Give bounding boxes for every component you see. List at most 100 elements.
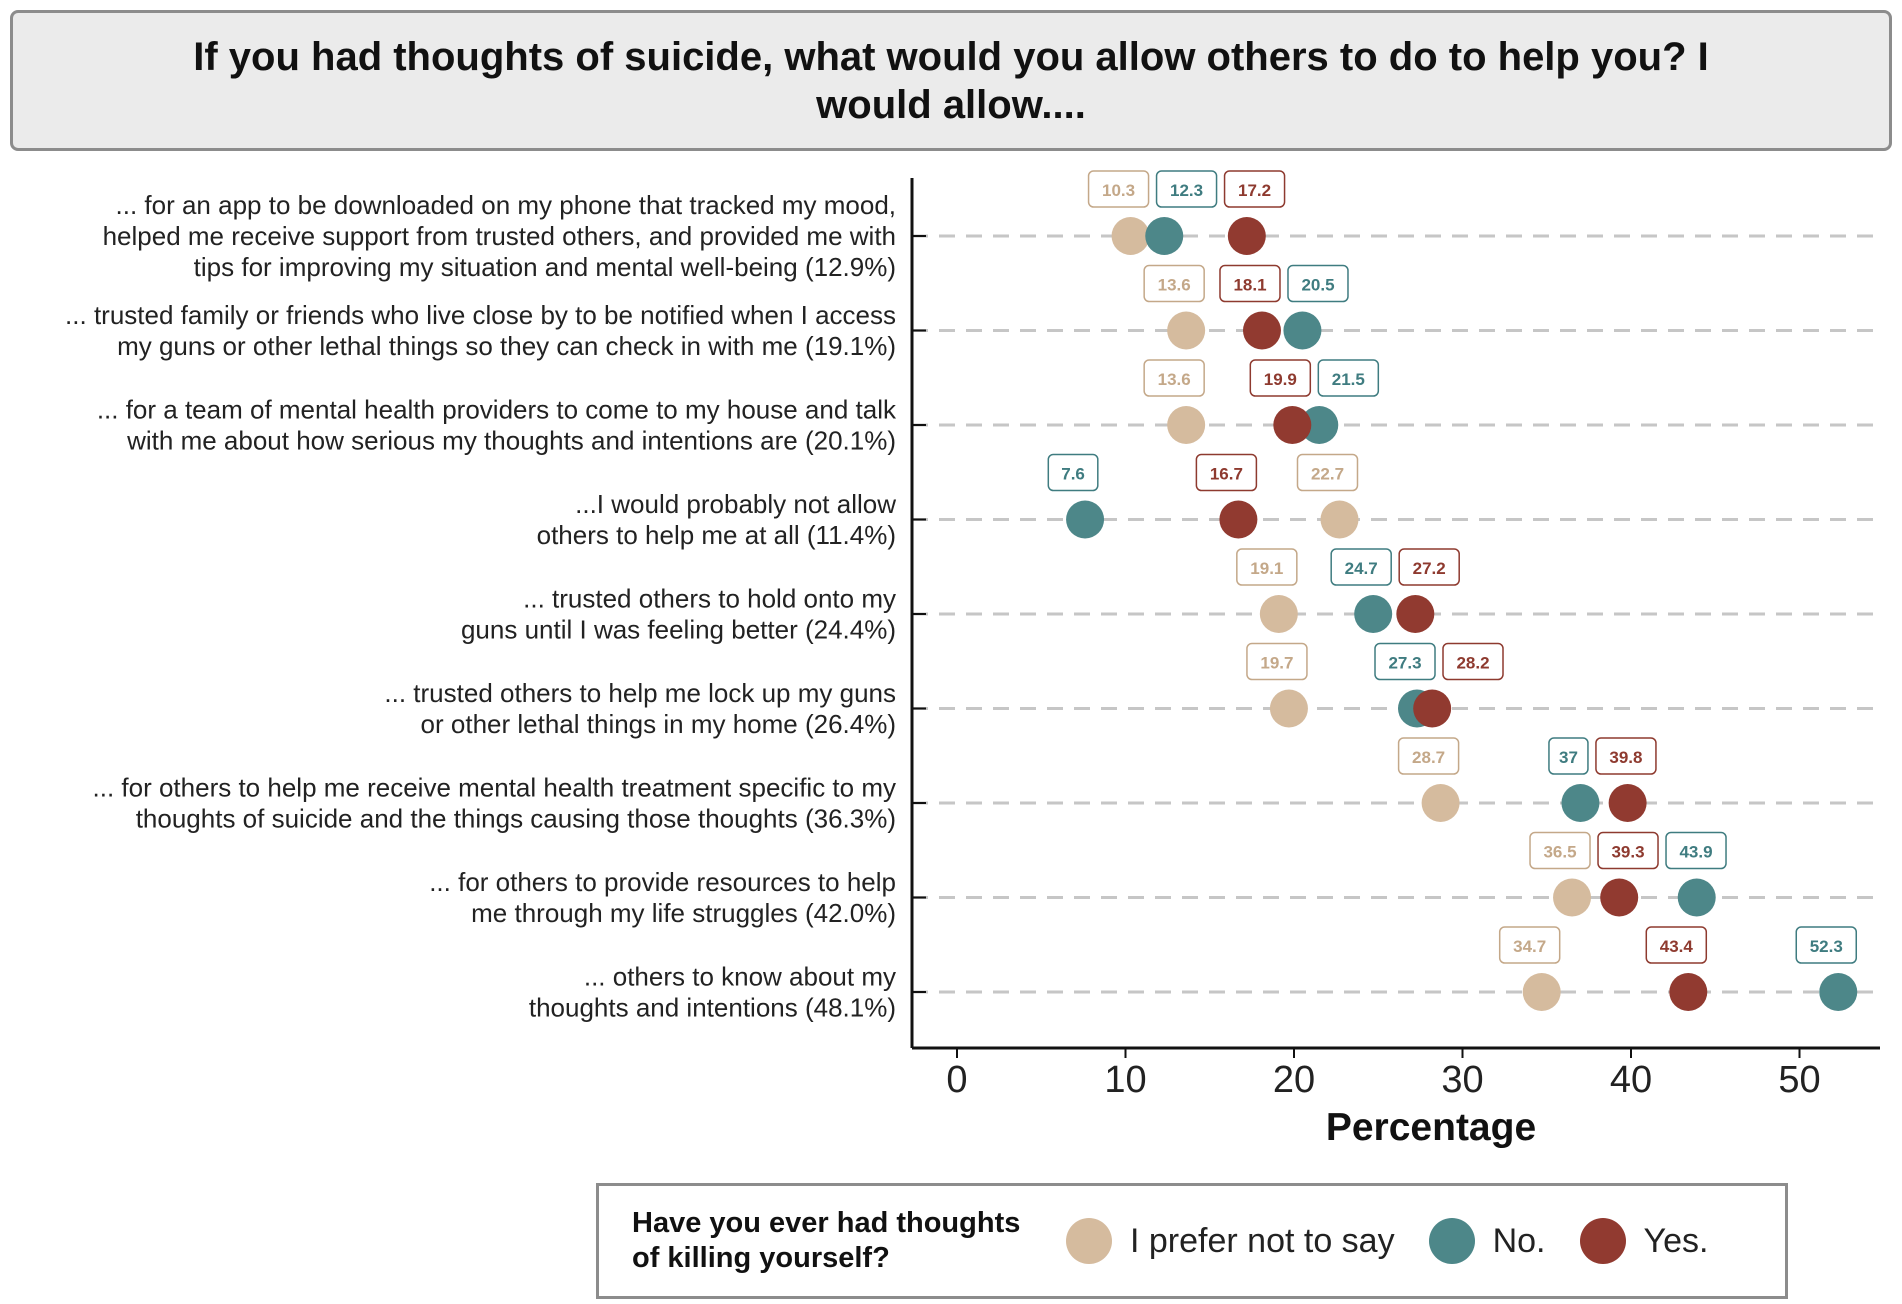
legend-label-no: No. <box>1492 1221 1546 1260</box>
data-label-no-1: 12.3 <box>1170 181 1203 200</box>
data-label-box-yes-1 <box>1223 170 1286 208</box>
data-label-box-yes-6 <box>1442 642 1504 681</box>
data-label-no-3: 21.5 <box>1332 370 1365 389</box>
legend-dot-no <box>1428 1218 1475 1264</box>
legend-title-line-2: of killing yourself? <box>632 1242 890 1274</box>
data-label-i-prefer-not-to-say-1: 10.3 <box>1102 181 1135 200</box>
data-label-i-prefer-not-to-say-6: 19.7 <box>1260 654 1293 673</box>
data-label-box-yes-3 <box>1249 359 1312 397</box>
dot-i-prefer-not-to-say-6 <box>1269 689 1308 728</box>
data-label-box-yes-2 <box>1219 264 1281 303</box>
dot-yes-1 <box>1227 217 1266 255</box>
data-label-box-yes-8 <box>1597 831 1659 870</box>
category-label-5-line-2: guns until I was feeling better (24.4%) <box>461 615 896 645</box>
legend-dot-yes <box>1579 1218 1626 1264</box>
dot-yes-7 <box>1608 784 1647 822</box>
data-label-box-no-6 <box>1374 642 1436 681</box>
data-label-no-5: 24.7 <box>1345 559 1378 578</box>
data-label-box-no-8 <box>1665 831 1727 870</box>
category-label-2-line-1: ... trusted family or friends who live c… <box>65 300 896 330</box>
data-label-box-no-3 <box>1317 359 1380 397</box>
legend-item-prefer-not-to-say: I prefer not to say <box>1066 1218 1395 1264</box>
data-label-box-i-prefer-not-to-say-2 <box>1143 264 1205 303</box>
data-label-yes-4: 16.7 <box>1210 465 1243 484</box>
category-label-2: ... trusted family or friends who live c… <box>65 300 896 361</box>
data-label-box-no-7 <box>1548 737 1589 775</box>
category-label-6-line-1: ... trusted others to help me lock up my… <box>384 678 896 708</box>
data-label-no-4: 7.6 <box>1061 465 1085 484</box>
x-tick-label-30: 30 <box>1441 1059 1483 1101</box>
dot-i-prefer-not-to-say-4 <box>1320 500 1359 539</box>
data-label-box-no-9 <box>1795 926 1858 964</box>
legend-label-prefer-not-to-say: I prefer not to say <box>1130 1221 1395 1260</box>
category-label-3-line-2: with me about how serious my thoughts an… <box>126 426 896 456</box>
category-label-6-line-2: or other lethal things in my home (26.4%… <box>421 709 896 739</box>
legend-title-line-1: Have you ever had thoughts <box>632 1207 1021 1239</box>
data-label-i-prefer-not-to-say-3: 13.6 <box>1158 370 1191 389</box>
dot-yes-9 <box>1669 973 1708 1011</box>
category-label-9-line-1: ... others to know about my <box>584 962 896 992</box>
category-label-8-line-2: me through my life struggles (42.0%) <box>471 898 896 928</box>
category-label-7-line-1: ... for others to help me receive mental… <box>93 773 896 803</box>
category-label-1: ... for an app to be downloaded on my ph… <box>103 190 896 282</box>
data-label-yes-9: 43.4 <box>1660 937 1694 956</box>
data-label-box-i-prefer-not-to-say-3 <box>1143 359 1205 397</box>
x-tick-label-10: 10 <box>1104 1059 1146 1101</box>
category-label-6: ... trusted others to help me lock up my… <box>384 678 896 739</box>
data-label-i-prefer-not-to-say-8: 36.5 <box>1543 843 1576 862</box>
data-label-yes-8: 39.3 <box>1611 843 1644 862</box>
data-label-box-i-prefer-not-to-say-9 <box>1498 926 1561 964</box>
legend-item-no: No. <box>1428 1218 1546 1264</box>
category-label-1-line-3: tips for improving my situation and ment… <box>194 252 896 282</box>
chart-title: If you had thoughts of suicide, what wou… <box>193 34 1709 127</box>
dot-i-prefer-not-to-say-5 <box>1259 595 1298 633</box>
category-label-8: ... for others to provide resources to h… <box>429 867 896 928</box>
dot-i-prefer-not-to-say-2 <box>1167 311 1206 350</box>
dot-plot: 0 10 20 30 40 50 Percentage ... for an app to b… <box>65 170 1880 1149</box>
dot-i-prefer-not-to-say-9 <box>1522 973 1561 1011</box>
data-label-no-7: 37 <box>1559 748 1578 767</box>
x-tick-label-20: 20 <box>1273 1059 1315 1101</box>
data-label-box-no-5 <box>1330 548 1392 586</box>
data-label-box-i-prefer-not-to-say-1 <box>1087 170 1150 208</box>
dot-no-5 <box>1354 595 1393 633</box>
data-label-box-i-prefer-not-to-say-6 <box>1246 642 1308 681</box>
data-label-box-no-4 <box>1047 453 1099 492</box>
category-label-5: ... trusted others to hold onto my guns u… <box>461 584 896 645</box>
data-label-yes-3: 19.9 <box>1264 370 1297 389</box>
data-label-yes-5: 27.2 <box>1413 559 1446 578</box>
dot-i-prefer-not-to-say-7 <box>1421 784 1460 822</box>
category-label-9: ... others to know about my thoughts and … <box>529 962 896 1023</box>
legend-item-yes: Yes. <box>1579 1218 1708 1264</box>
data-label-no-8: 43.9 <box>1679 843 1712 862</box>
category-label-7: ... for others to help me receive mental… <box>93 773 896 834</box>
x-tick-label-40: 40 <box>1610 1059 1652 1101</box>
data-label-box-yes-5 <box>1398 548 1460 586</box>
dot-no-4 <box>1066 500 1105 539</box>
dot-no-9 <box>1819 973 1858 1011</box>
category-label-5-line-1: ... trusted others to hold onto my <box>523 584 896 614</box>
category-label-1-line-1: ... for an app to be downloaded on my ph… <box>116 190 896 220</box>
data-label-no-6: 27.3 <box>1388 654 1421 673</box>
dot-no-8 <box>1677 878 1716 917</box>
data-label-i-prefer-not-to-say-7: 28.7 <box>1412 748 1445 767</box>
legend: Have you ever had thoughts of killing yo… <box>596 1183 1788 1299</box>
data-label-yes-6: 28.2 <box>1456 654 1489 673</box>
data-label-box-yes-4 <box>1195 453 1258 492</box>
dot-no-3 <box>1300 406 1339 444</box>
data-label-box-yes-9 <box>1645 926 1708 964</box>
data-label-box-i-prefer-not-to-say-5 <box>1236 548 1298 586</box>
category-label-1-line-2: helped me receive support from trusted o… <box>103 221 896 251</box>
data-label-box-i-prefer-not-to-say-8 <box>1529 831 1591 870</box>
dot-yes-2 <box>1242 311 1281 350</box>
data-label-box-no-1 <box>1155 170 1218 208</box>
dot-yes-5 <box>1396 595 1435 633</box>
x-axis-label: Percentage <box>1326 1106 1536 1149</box>
legend-dot-prefer-not-to-say <box>1066 1218 1112 1264</box>
dot-no-1 <box>1145 217 1184 255</box>
category-label-4-line-1: ...I would probably not allow <box>575 489 896 519</box>
dot-yes-3 <box>1273 406 1312 444</box>
category-label-2-line-2: my guns or other lethal things so they c… <box>117 331 896 361</box>
data-label-no-2: 20.5 <box>1301 276 1334 295</box>
data-label-no-9: 52.3 <box>1810 937 1843 956</box>
